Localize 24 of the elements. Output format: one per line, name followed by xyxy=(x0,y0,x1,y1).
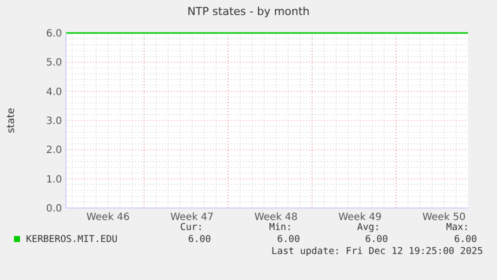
x-tick-label: Week 50 xyxy=(422,212,466,223)
legend-label: KERBEROS.MIT.EDU xyxy=(26,234,118,245)
x-tick-label: Week 49 xyxy=(338,212,382,223)
y-tick-label: 3.0 xyxy=(46,116,62,127)
text: 6.00 xyxy=(188,234,212,245)
text: 6.00 xyxy=(454,234,478,245)
text: Last update: Fri Dec 12 19:25:00 2025 xyxy=(271,246,483,257)
text: Cur: xyxy=(180,222,203,233)
x-tick-label: Week 46 xyxy=(86,212,130,223)
text: 6.00 xyxy=(277,234,300,245)
y-tick-label: 6.0 xyxy=(46,28,62,40)
text: Min: xyxy=(269,222,292,233)
x-tick-label: Week 47 xyxy=(170,212,214,223)
text: Avg: xyxy=(357,222,380,233)
text: Max: xyxy=(446,222,469,233)
chart-title: NTP states - by month xyxy=(187,5,310,18)
y-tick-label: 1.0 xyxy=(46,174,62,186)
x-tick-label: Week 48 xyxy=(254,212,298,223)
y-tick-label: 4.0 xyxy=(46,86,62,98)
y-axis-title: state xyxy=(6,108,17,134)
y-tick-label: 0.0 xyxy=(46,204,62,214)
y-tick-label: 5.0 xyxy=(46,58,62,69)
text: 6.00 xyxy=(365,234,388,245)
y-tick-label: 2.0 xyxy=(46,145,62,156)
